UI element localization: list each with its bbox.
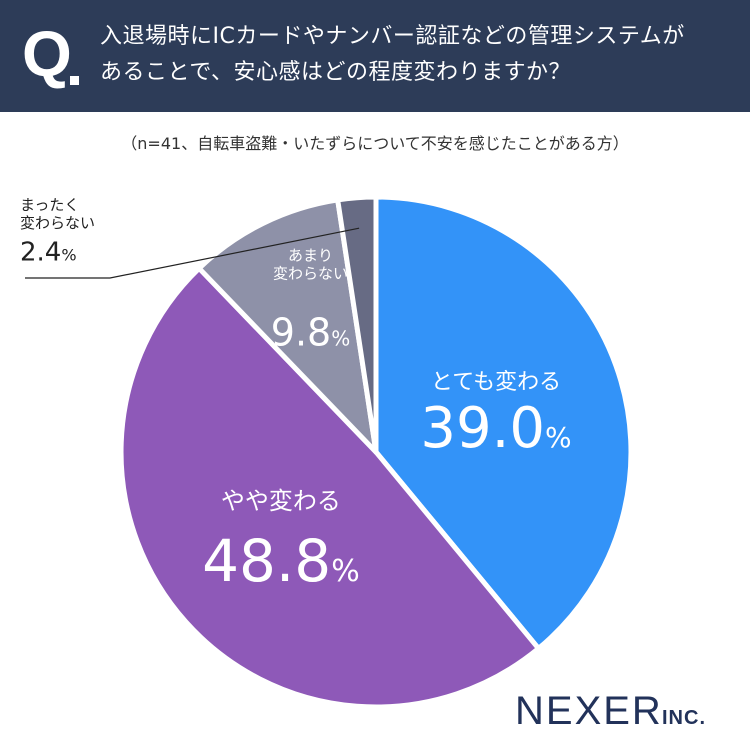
- question-line-1: 入退場時にICカードやナンバー認証などの管理システムが: [100, 24, 685, 49]
- leader-line-3: [25, 227, 360, 279]
- pie-slice-1: [118, 265, 542, 710]
- q-mark-dot: [70, 76, 79, 85]
- slice-label-3-line-1: 変わらない: [20, 214, 95, 232]
- slice-label-0-line-0: とても変わる: [431, 370, 561, 395]
- slice-value-1: 48.8%: [202, 527, 360, 595]
- slice-label-1-line-0: やや変わる: [221, 487, 341, 515]
- brand-logo-suffix: INC.: [662, 707, 706, 729]
- slice-label-2-line-1: 変わらない: [273, 264, 348, 282]
- question-line-2: あることで、安心感はどの程度変わりますか？: [100, 60, 571, 85]
- slice-value-0: 39.0%: [420, 396, 571, 461]
- pie-slice-3: [335, 194, 379, 455]
- pie-slice-0: [373, 194, 634, 651]
- q-mark: Q: [22, 18, 72, 90]
- slice-label-3-line-0: まったく: [20, 196, 79, 214]
- question-header: Q 入退場時にICカードやナンバー認証などの管理システムが あることで、安心感は…: [0, 0, 750, 112]
- slice-value-3: 2.4%: [20, 237, 77, 267]
- brand-logo: NEXER: [515, 689, 663, 733]
- pie-slice-2: [196, 197, 379, 455]
- slice-value-2: 9.8%: [271, 310, 350, 354]
- sample-subtitle: （n=41、自転車盗難・いたずらについて不安を感じたことがある方）: [121, 134, 629, 153]
- slice-label-2-line-0: あまり: [288, 246, 333, 264]
